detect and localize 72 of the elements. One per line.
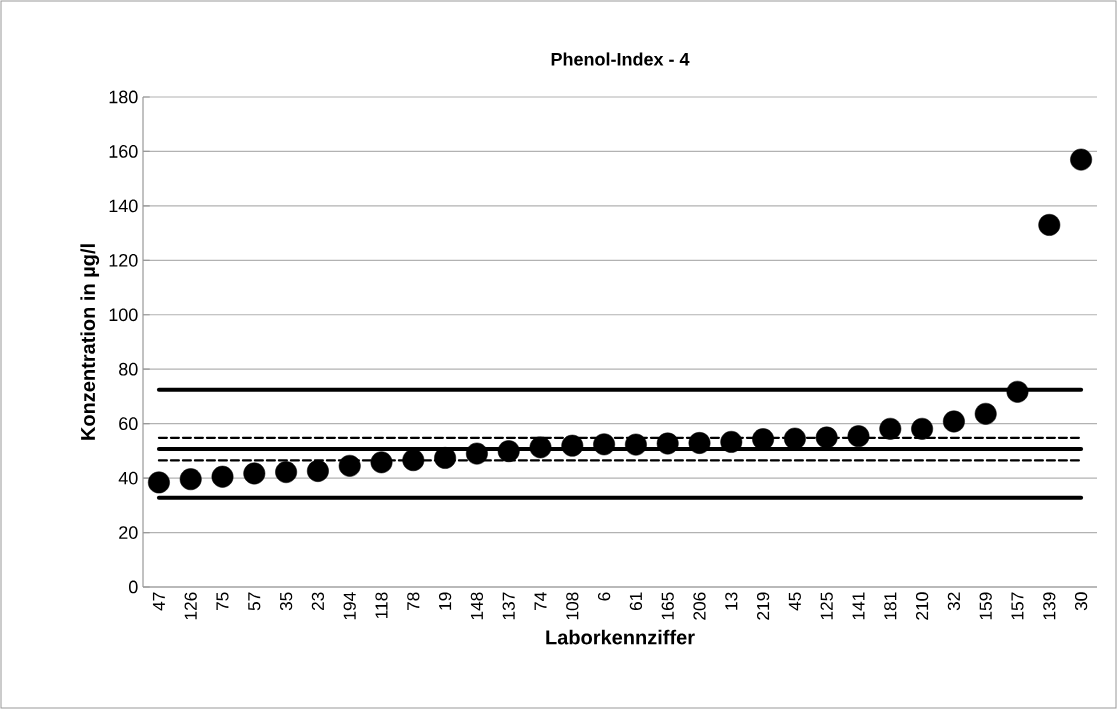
x-tick-label: 74	[534, 592, 547, 611]
point	[306, 460, 329, 482]
point	[1038, 214, 1061, 236]
point	[942, 410, 965, 433]
x-tick-label: 210	[915, 592, 929, 620]
chart-title: Phenol-Index - 4	[551, 52, 690, 66]
x-tick-label: 78	[407, 592, 420, 611]
y-tick-label: 0	[129, 580, 138, 594]
point	[465, 442, 488, 465]
point	[688, 432, 711, 454]
x-tick-label: 157	[1011, 592, 1024, 620]
point	[974, 402, 997, 425]
y-tick-label: 60	[119, 417, 138, 431]
x-tick-label: 23	[311, 592, 325, 611]
point	[275, 461, 298, 484]
x-axis-title: Laborkennziffer	[546, 629, 695, 645]
x-tick-label: 181	[884, 592, 897, 620]
point	[402, 449, 425, 472]
x-tick-label: 6	[597, 592, 611, 601]
point	[147, 471, 170, 494]
x-tick-label: 32	[947, 592, 961, 611]
point	[1070, 148, 1093, 171]
x-tick-label: 159	[979, 592, 992, 620]
point	[783, 427, 806, 450]
point	[434, 447, 457, 469]
point	[624, 433, 647, 456]
point	[847, 425, 870, 448]
x-tick-label: 75	[216, 592, 229, 611]
point	[211, 465, 234, 488]
x-tick-label: 47	[152, 592, 165, 611]
y-tick-label: 100	[109, 308, 138, 322]
point	[720, 430, 743, 453]
y-tick-label: 20	[119, 526, 138, 539]
x-tick-label: 194	[343, 592, 356, 620]
y-tick-label: 140	[109, 199, 138, 213]
point	[243, 462, 266, 485]
x-tick-label: 19	[438, 592, 452, 610]
x-tick-label: 206	[693, 592, 706, 620]
y-tick-label: 40	[118, 471, 138, 485]
point	[338, 454, 361, 477]
point	[656, 432, 679, 455]
point	[370, 451, 393, 474]
x-tick-label: 141	[852, 592, 865, 620]
y-tick-label: 160	[109, 145, 138, 158]
x-tick-label: 137	[502, 592, 515, 620]
x-tick-label: 30	[1074, 592, 1088, 611]
point	[815, 426, 838, 449]
point	[529, 436, 552, 459]
x-tick-label: 57	[248, 592, 261, 611]
y-tick-label: 80	[119, 362, 138, 376]
x-tick-label: 45	[788, 592, 801, 611]
x-tick-label: 148	[470, 592, 484, 620]
x-tick-label: 118	[375, 592, 388, 619]
point	[879, 417, 902, 440]
y-axis-title: Konzentration in µg/l	[80, 244, 100, 440]
x-tick-label: 125	[820, 592, 833, 620]
x-tick-label: 126	[184, 592, 197, 620]
x-tick-label: 139	[1043, 592, 1056, 620]
point	[561, 434, 584, 457]
point	[497, 440, 520, 463]
point	[1006, 380, 1029, 403]
point	[179, 468, 202, 491]
y-tick-label: 120	[109, 253, 138, 267]
x-tick-label: 61	[629, 592, 643, 611]
x-tick-label: 165	[661, 592, 674, 620]
x-tick-label: 13	[725, 592, 738, 610]
y-tick-label: 180	[109, 90, 138, 104]
x-tick-label: 108	[566, 592, 579, 620]
x-tick-label: 35	[279, 592, 293, 611]
x-tick-label: 219	[756, 592, 770, 620]
point	[593, 433, 616, 456]
point	[911, 417, 934, 440]
